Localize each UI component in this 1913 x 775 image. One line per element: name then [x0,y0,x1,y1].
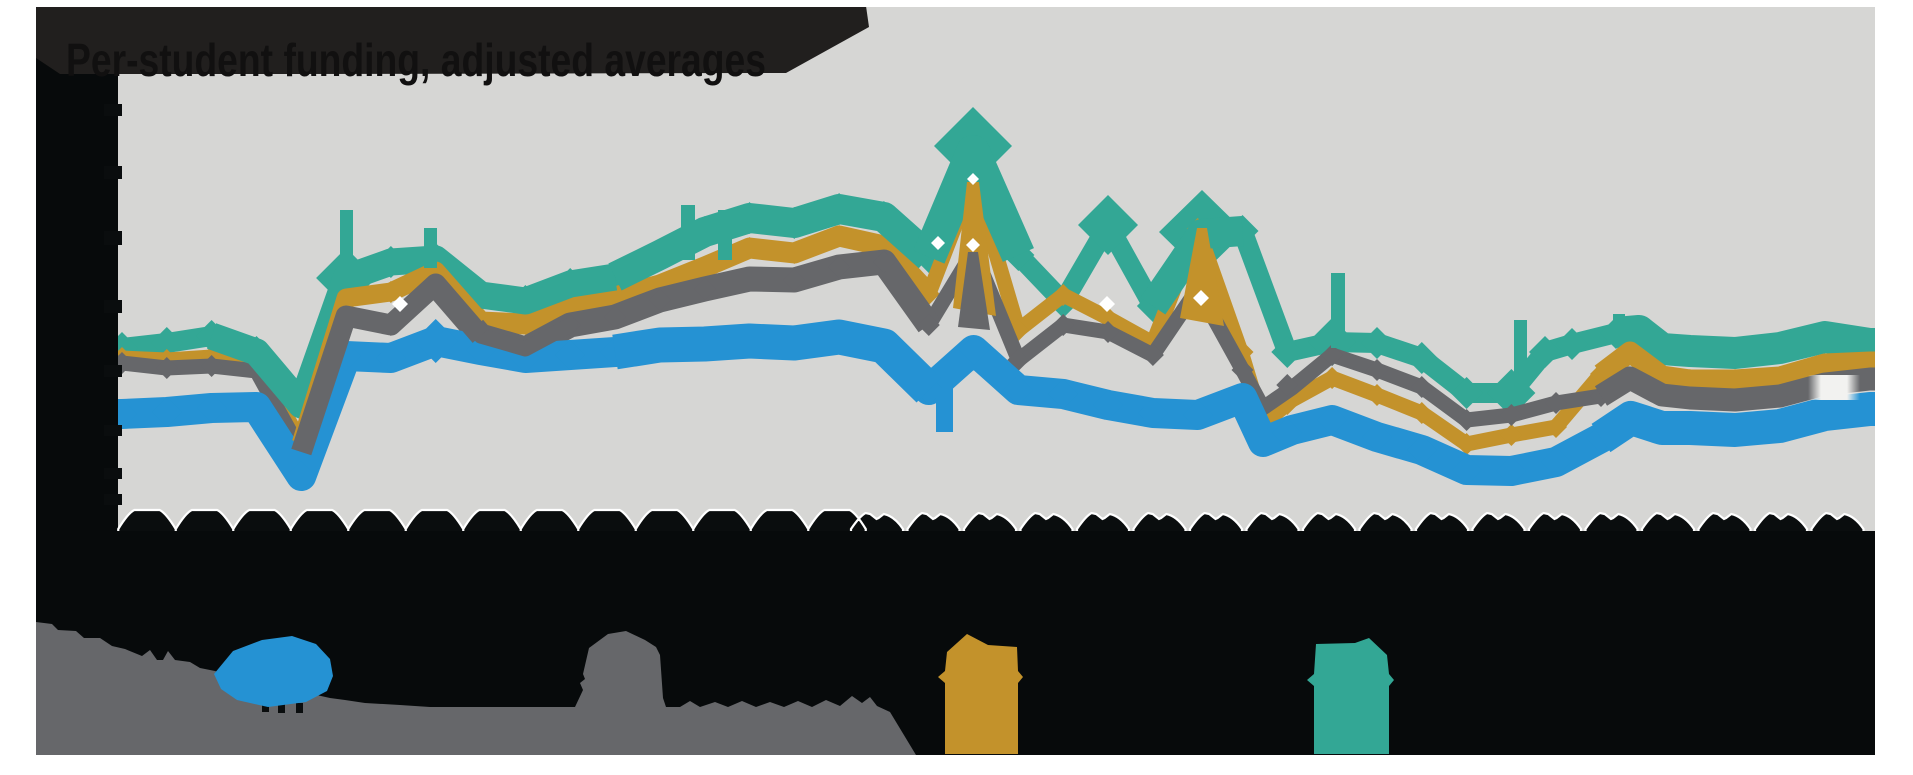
svg-text:Per-student funding, adjusted: Per-student funding, adjusted averages [66,34,766,86]
